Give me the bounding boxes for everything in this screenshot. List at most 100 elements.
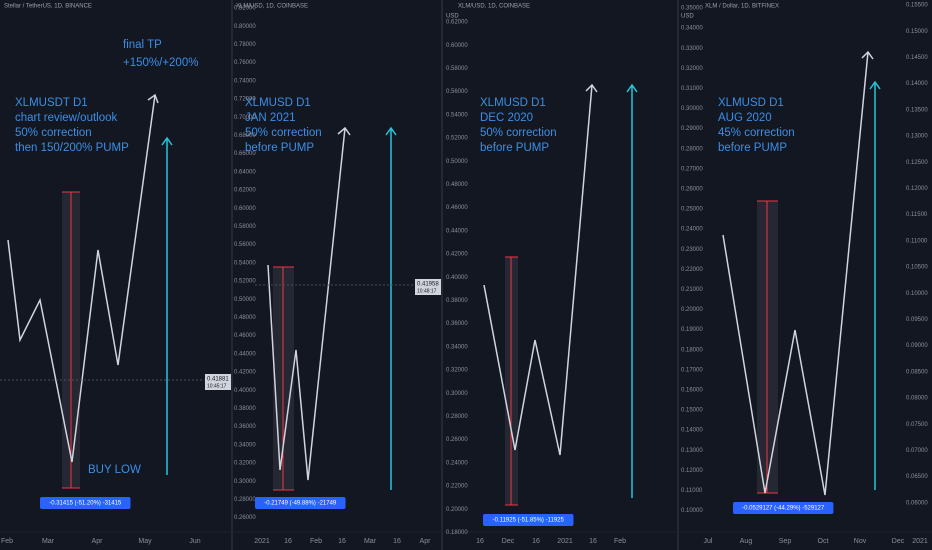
y-tick-label: 0.38000 <box>234 406 256 412</box>
annotation: XLMUSDT D1 <box>15 97 88 109</box>
x-tick-label: 2021 <box>912 538 928 545</box>
y-tick-label: 0.09500 <box>906 317 928 323</box>
panel-header: XLM / Dollar, 1D, BITFINEX <box>705 4 779 10</box>
y-tick-label: 0.13500 <box>906 107 928 113</box>
annotation: before PUMP <box>480 142 549 154</box>
annotation: JAN 2021 <box>245 112 296 124</box>
y-tick-label: 0.24000 <box>681 227 703 233</box>
y-tick-label: 0.33000 <box>681 46 703 52</box>
measure-label-box <box>483 514 574 526</box>
y-tick-label: 0.54000 <box>234 260 256 266</box>
annotation: before PUMP <box>718 142 787 154</box>
x-tick-label: Mar <box>364 538 377 545</box>
annotation: then 150/200% PUMP <box>15 142 129 154</box>
y-tick-label: 0.23000 <box>681 247 703 253</box>
y-tick-label: 0.58000 <box>234 224 256 230</box>
y-tick-label: 0.15500 <box>906 3 928 9</box>
measure-label-box <box>733 502 834 514</box>
y-tick-label: 0.56000 <box>234 242 256 248</box>
y-tick-label: 0.32000 <box>446 368 468 374</box>
y-tick-label: 0.14000 <box>681 428 703 434</box>
y-tick-label: 0.62000 <box>446 20 468 26</box>
y-tick-label: 0.24000 <box>446 460 468 466</box>
x-tick-label: Dec <box>502 538 515 545</box>
measure-label: -0.31415 (-51.20%) -31415 <box>49 501 122 507</box>
x-tick-label: Mar <box>42 538 55 545</box>
y-tick-label: 0.60000 <box>234 206 256 212</box>
y-tick-label: 0.46000 <box>234 333 256 339</box>
annotation: 45% correction <box>718 127 795 139</box>
x-tick-label: Feb <box>614 538 626 545</box>
y-tick-label: 0.78000 <box>234 42 256 48</box>
y-tick-label: 0.17000 <box>681 367 703 373</box>
y-tick-label: 0.35000 <box>681 6 703 12</box>
y-tick-label: 0.36000 <box>234 424 256 430</box>
y-tick-label: 0.74000 <box>234 78 256 84</box>
y-tick-label: 0.26000 <box>681 186 703 192</box>
x-tick-label: Dec <box>892 538 905 545</box>
y-tick-label: 0.28000 <box>234 497 256 503</box>
y-tick-label: 0.34000 <box>234 442 256 448</box>
axis-unit: USD <box>446 14 459 20</box>
target-text: +150%/+200% <box>123 57 198 69</box>
y-tick-label: 0.27000 <box>681 166 703 172</box>
y-tick-label: 0.48000 <box>446 182 468 188</box>
y-tick-label: 0.62000 <box>234 188 256 194</box>
x-tick-label: 2021 <box>557 538 573 545</box>
measure-label: -0.11925 (-51.85%) -11925 <box>493 518 565 524</box>
y-tick-label: 0.76000 <box>234 60 256 66</box>
x-tick-label: Feb <box>1 538 13 545</box>
y-tick-label: 0.31000 <box>681 86 703 92</box>
measure-label-box <box>40 497 131 509</box>
x-tick-label: 16 <box>393 538 401 545</box>
dividers <box>231 0 679 550</box>
y-tick-label: 0.08500 <box>906 369 928 375</box>
y-tick-label: 0.14000 <box>906 81 928 87</box>
y-tick-label: 0.34000 <box>681 26 703 32</box>
y-tick-label: 0.42000 <box>446 252 468 258</box>
y-tick-label: 0.26000 <box>234 515 256 521</box>
y-tick-label: 0.18000 <box>446 530 468 536</box>
y-tick-label: 0.18000 <box>681 347 703 353</box>
x-tick-label: Nov <box>854 538 867 545</box>
x-tick-label: 16 <box>338 538 346 545</box>
y-tick-label: 0.42000 <box>234 370 256 376</box>
price-time: 10:48:17 <box>417 288 437 294</box>
measure-label-box <box>255 497 346 509</box>
annotation: XLMUSD D1 <box>480 97 546 109</box>
y-tick-label: 0.52000 <box>234 279 256 285</box>
y-tick-label: 0.46000 <box>446 205 468 211</box>
y-tick-label: 0.48000 <box>234 315 256 321</box>
y-tick-label: 0.32000 <box>681 66 703 72</box>
measure-lines <box>62 191 778 506</box>
price-label: 0.41958 <box>417 282 439 288</box>
y-tick-label: 0.26000 <box>446 437 468 443</box>
y-tick-label: 0.22000 <box>681 267 703 273</box>
y-tick-label: 0.11000 <box>681 488 703 494</box>
y-tick-label: 0.12000 <box>906 186 928 192</box>
y-tick-label: 0.50000 <box>234 297 256 303</box>
y-tick-label: 0.07000 <box>906 448 928 454</box>
x-tick-label: Aug <box>740 538 753 545</box>
annotation: XLMUSD D1 <box>718 97 784 109</box>
y-tick-label: 0.20000 <box>446 507 468 513</box>
y-tick-label: 0.25000 <box>681 207 703 213</box>
y-tick-label: 0.29000 <box>681 126 703 132</box>
y-tick-label: 0.30000 <box>234 479 256 485</box>
price-time: 10:45:17 <box>207 383 227 389</box>
y-tick-label: 0.82000 <box>234 6 256 12</box>
annotation: 50% correction <box>480 127 557 139</box>
x-tick-label: May <box>138 538 152 545</box>
x-tick-label: 16 <box>284 538 292 545</box>
y-tick-label: 0.09000 <box>906 343 928 349</box>
x-tick-label: 16 <box>532 538 540 545</box>
y-tick-label: 0.80000 <box>234 24 256 30</box>
annotation: DEC 2020 <box>480 112 533 124</box>
y-tick-label: 0.11500 <box>906 212 928 218</box>
y-tick-label: 0.36000 <box>446 321 468 327</box>
price-lines <box>0 284 440 381</box>
x-tick-label: Oct <box>818 538 829 545</box>
y-tick-label: 0.12000 <box>681 468 703 474</box>
